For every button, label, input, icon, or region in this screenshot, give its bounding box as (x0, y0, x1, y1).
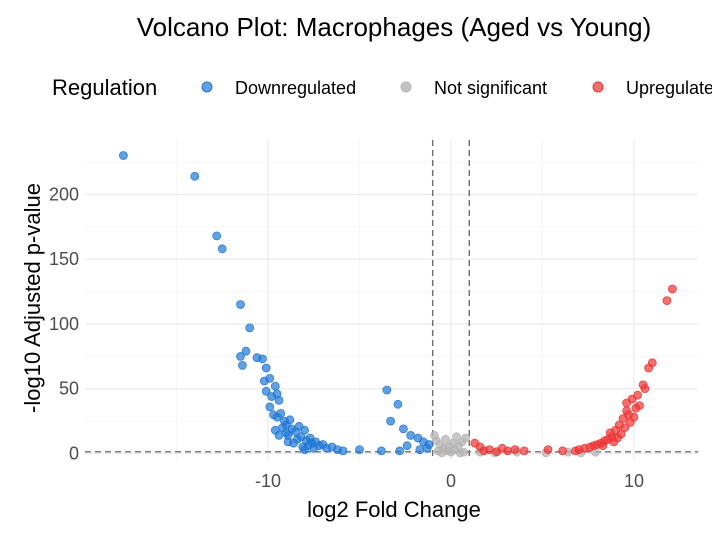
point-downregulated (261, 363, 271, 373)
point-downregulated (237, 360, 247, 370)
point-downregulated (236, 351, 245, 361)
point-upregulated (492, 447, 502, 457)
point-upregulated (668, 284, 677, 294)
point-upregulated (620, 423, 630, 433)
point-downregulated (376, 446, 386, 456)
point-upregulated (479, 446, 489, 456)
point-upregulated (635, 401, 644, 411)
point-upregulated (503, 446, 513, 456)
point-upregulated (605, 428, 615, 438)
point-not-significant (455, 448, 465, 458)
point-downregulated (281, 428, 291, 438)
point-downregulated (236, 300, 245, 309)
legend-title: Regulation (52, 75, 157, 100)
point-not-significant (441, 434, 450, 444)
chart-title: Volcano Plot: Macrophages (Aged vs Young… (137, 12, 652, 42)
point-upregulated (629, 412, 639, 422)
point-upregulated (598, 441, 608, 451)
point-not-significant (461, 433, 471, 443)
point-downregulated (283, 437, 293, 447)
point-not-significant (437, 448, 447, 458)
point-upregulated (613, 433, 622, 443)
point-upregulated (543, 445, 553, 455)
point-downregulated (393, 399, 403, 409)
y-tick-label: 200 (49, 184, 79, 204)
legend-label-upregulated: Upregulated (626, 78, 712, 98)
point-downregulated (300, 425, 310, 435)
point-not-significant (430, 430, 439, 440)
point-downregulated (265, 402, 275, 412)
point-upregulated (558, 446, 567, 456)
y-tick-label: 150 (49, 249, 79, 269)
point-downregulated (212, 231, 222, 241)
point-downregulated (398, 424, 408, 434)
point-downregulated (402, 441, 412, 451)
point-downregulated (274, 395, 284, 405)
threshold-lines (85, 140, 698, 460)
point-downregulated (270, 425, 280, 435)
point-downregulated (415, 445, 425, 455)
x-tick-label: -10 (255, 471, 281, 491)
point-downregulated (300, 445, 310, 455)
point-downregulated (265, 373, 275, 383)
point-upregulated (622, 398, 631, 408)
point-upregulated (640, 384, 650, 394)
point-downregulated (338, 446, 348, 456)
point-upregulated (662, 296, 672, 306)
x-tick-label: 10 (624, 471, 644, 491)
point-downregulated (424, 440, 434, 449)
legend-key-not-significant (400, 81, 412, 93)
point-upregulated (470, 438, 480, 448)
y-tick-label: 0 (69, 444, 79, 464)
point-upregulated (618, 414, 628, 423)
point-downregulated (285, 415, 295, 425)
grid (85, 140, 698, 460)
point-not-significant (452, 432, 461, 442)
point-downregulated (258, 354, 267, 364)
point-downregulated (270, 381, 280, 391)
point-downregulated (119, 151, 128, 160)
point-upregulated (622, 406, 631, 416)
point-downregulated (261, 386, 271, 396)
y-tick-label: 100 (49, 314, 79, 334)
point-downregulated (386, 416, 396, 426)
point-downregulated (241, 346, 251, 356)
point-upregulated (644, 363, 653, 373)
point-downregulated (190, 171, 200, 181)
legend-key-downregulated (201, 81, 213, 93)
data-points (119, 151, 677, 458)
y-tick-label: 50 (59, 379, 79, 399)
point-upregulated (510, 445, 520, 455)
point-not-significant (444, 442, 454, 452)
point-downregulated (276, 408, 286, 418)
legend: Regulation Downregulated Not significant… (52, 75, 712, 100)
point-upregulated (519, 446, 529, 456)
point-downregulated (355, 445, 364, 455)
point-downregulated (292, 434, 302, 444)
point-downregulated (406, 430, 416, 440)
y-axis-label: -log10 Adjusted p-value (20, 183, 45, 413)
point-upregulated (571, 446, 580, 456)
legend-label-not-significant: Not significant (434, 78, 547, 98)
legend-key-upregulated (592, 81, 604, 93)
legend-label-downregulated: Downregulated (235, 78, 356, 98)
point-downregulated (395, 446, 405, 456)
point-downregulated (217, 244, 227, 254)
x-axis-label: log2 Fold Change (307, 497, 481, 522)
x-tick-label: 0 (446, 471, 456, 491)
point-downregulated (245, 323, 255, 333)
point-downregulated (382, 385, 392, 395)
